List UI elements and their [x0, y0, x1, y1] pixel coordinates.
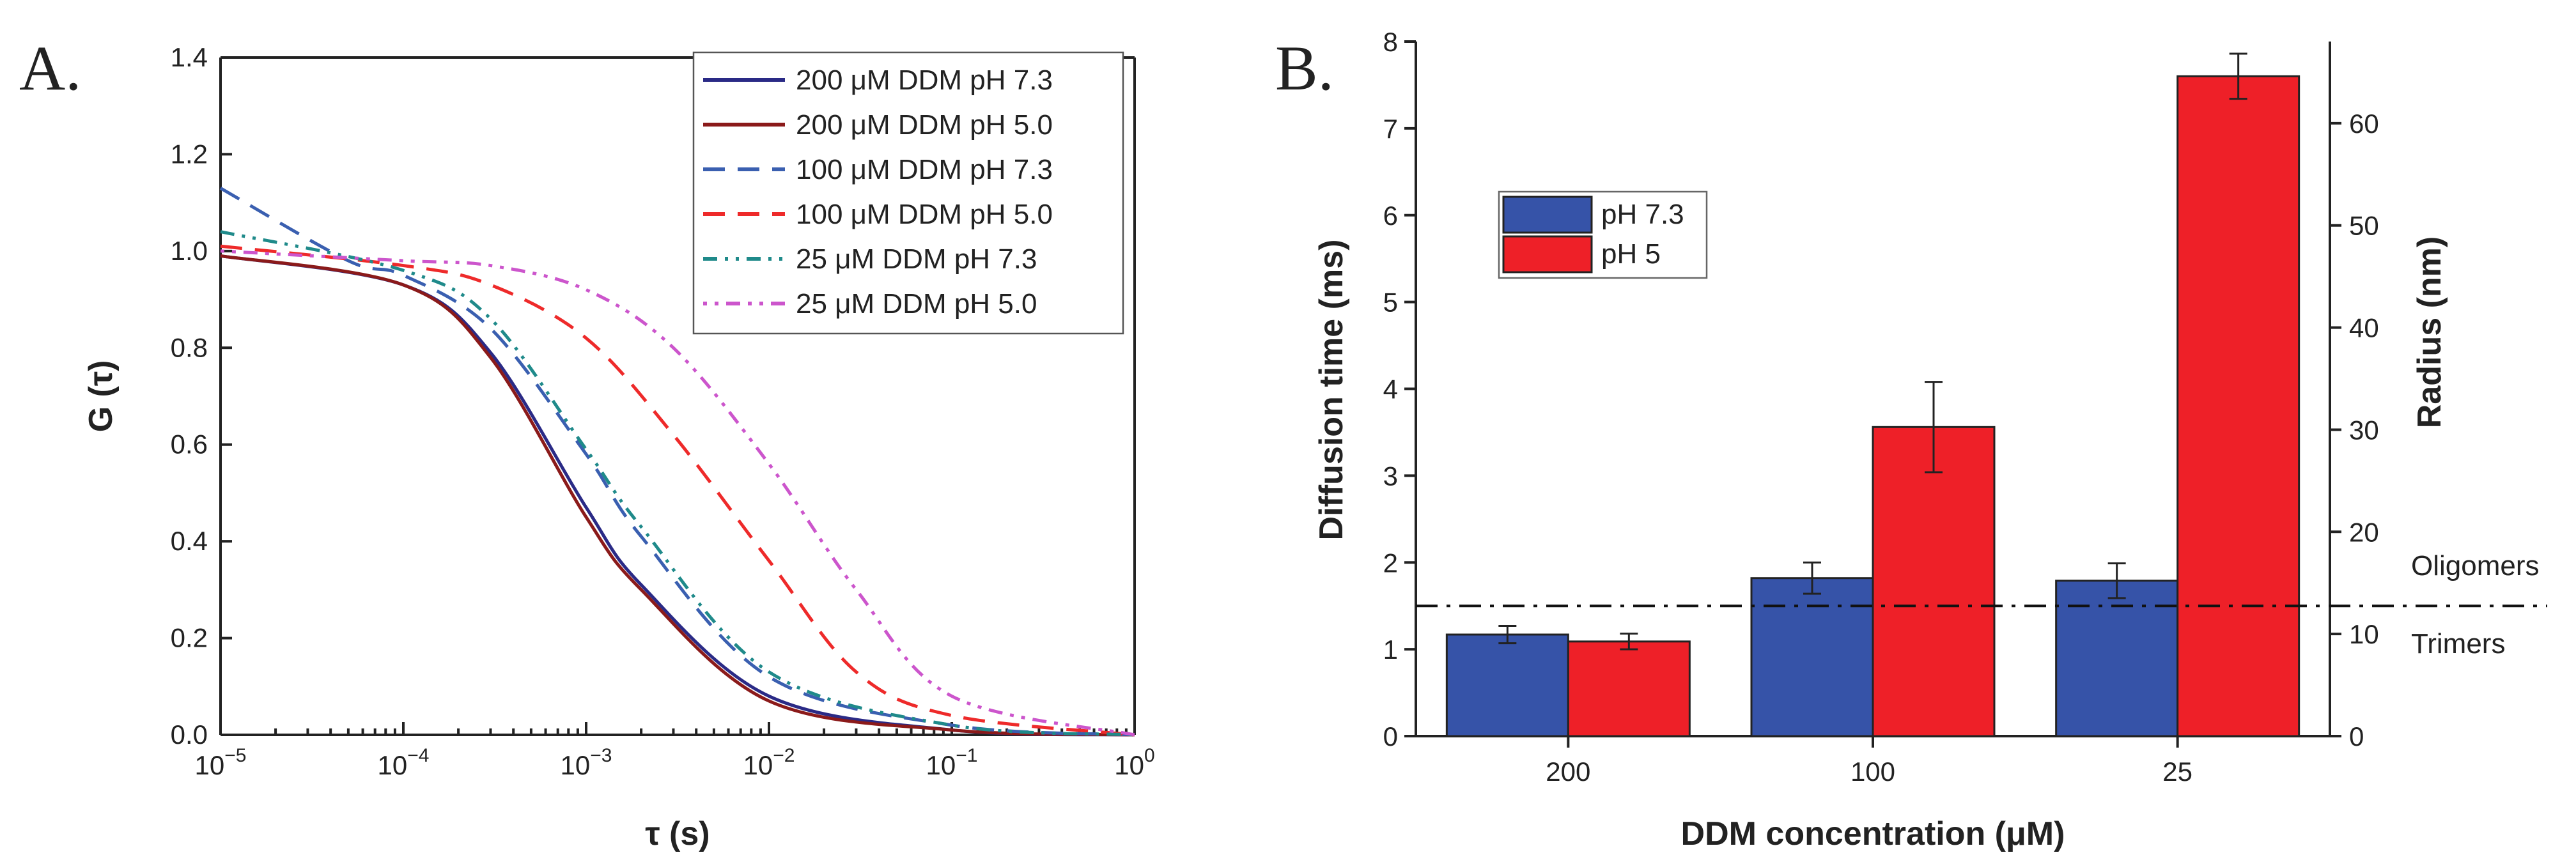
- bar-ph5-100: [1872, 426, 1996, 737]
- a-legend-box: [692, 51, 1124, 335]
- a-series-line-2: [219, 187, 1135, 737]
- b-y-tick-label: 1: [1383, 635, 1398, 665]
- b-y-right-tick-label: 50: [2349, 211, 2379, 241]
- a-series-line-5: [220, 249, 1135, 737]
- a-y-axis-title: G (τ): [82, 360, 120, 433]
- a-x-axis-title: τ (s): [645, 815, 710, 852]
- a-y-tick-label: 1.0: [171, 236, 208, 266]
- a-series-line-3: [220, 244, 1135, 737]
- b-legend: pH 7.3 pH 5: [1498, 190, 1708, 279]
- a-y-tick-label: 0.6: [171, 429, 208, 459]
- a-series-line-1: [220, 254, 1135, 737]
- a-series-line-4: [220, 230, 1135, 737]
- trimers-label: Trimers: [2411, 628, 2505, 659]
- a-legend-label-0: 200 μM DDM pH 7.3: [796, 65, 1053, 96]
- a-legend: 200 μM DDM pH 7.3 200 μM DDM pH 5.0 100 μM…: [692, 51, 1124, 335]
- a-x-tick-label: 10−3: [561, 745, 612, 780]
- a-legend-label-4: 25 μM DDM pH 7.3: [796, 243, 1037, 275]
- b-y-tick-label: 3: [1383, 461, 1398, 491]
- bar-ph73-200: [1445, 633, 1569, 737]
- b-y-right-tick-label: 10: [2349, 619, 2379, 649]
- a-x-tick-label: 10−4: [378, 745, 430, 780]
- bar-ph5-25: [2176, 75, 2301, 737]
- b-x-tick-label: 200: [1546, 757, 1590, 787]
- b-legend-swatch-1: [1502, 235, 1593, 273]
- b-legend-label-0: pH 7.3: [1601, 199, 1684, 230]
- b-y-tick-label: 5: [1383, 288, 1398, 318]
- b-y-right-tick-label: 40: [2349, 313, 2379, 343]
- b-y-right-tick-label: 30: [2349, 415, 2379, 445]
- a-legend-label-3: 100 μM DDM pH 5.0: [796, 199, 1053, 230]
- a-x-tick-label: 100: [1114, 745, 1154, 780]
- bar-ph5-200: [1567, 640, 1691, 737]
- a-legend-label-2: 100 μM DDM pH 7.3: [796, 154, 1053, 185]
- b-y-tick-label: 0: [1383, 721, 1398, 751]
- b-y-tick-label: 2: [1383, 548, 1398, 578]
- b-y-tick-label: 6: [1383, 201, 1398, 231]
- a-y-tick-label: 0.8: [171, 332, 208, 362]
- bar-ph73-25: [2055, 580, 2179, 737]
- bar-ph73-100: [1750, 577, 1874, 737]
- a-legend-label-5: 25 μM DDM pH 5.0: [796, 288, 1037, 319]
- panel-b-chart: 0 1 2 3 4 5 6 7 8 0 10 20 30 40 50 60 200 100 25 Diffusi…: [1313, 27, 2547, 852]
- panel-a-chart: 0.0 0.2 0.4 0.6 0.8 1.0 1.2 1.4 10−5 10−4 10−3 10−…: [82, 42, 1155, 852]
- a-x-tick-label: 10−1: [926, 745, 978, 780]
- b-y-right-tick-label: 60: [2349, 109, 2379, 139]
- a-y-tick-label: 0.4: [171, 526, 208, 556]
- b-y-tick-label: 7: [1383, 114, 1398, 144]
- b-legend-swatch-0: [1502, 196, 1593, 234]
- b-y-tick-label: 4: [1383, 374, 1398, 404]
- b-x-axis-title: DDM concentration (μM): [1681, 815, 2065, 852]
- b-y-right-tick-label: 0: [2349, 721, 2364, 751]
- a-y-tick-label: 1.2: [171, 139, 208, 169]
- a-x-tick-label: 10−5: [195, 745, 247, 780]
- b-y-right-axis-title: Radius (nm): [2411, 236, 2448, 428]
- a-legend-label-1: 200 μM DDM pH 5.0: [796, 109, 1053, 141]
- b-x-tick-label: 25: [2162, 757, 2192, 787]
- b-y-axis-title: Diffusion time (ms): [1313, 240, 1350, 541]
- b-y-tick-label: 8: [1383, 27, 1398, 57]
- panel-a-label: A.: [19, 33, 81, 104]
- a-y-tick-label: 1.4: [171, 42, 208, 72]
- panel-b-label: B.: [1275, 33, 1334, 104]
- b-y-right-tick-label: 20: [2349, 517, 2379, 547]
- a-x-tick-label: 10−2: [743, 745, 795, 780]
- a-y-tick-label: 0.0: [171, 720, 208, 750]
- a-y-tick-label: 0.2: [171, 623, 208, 653]
- b-legend-label-1: pH 5: [1601, 238, 1661, 270]
- b-x-tick-label: 100: [1851, 757, 1895, 787]
- oligomers-label: Oligomers: [2411, 550, 2540, 581]
